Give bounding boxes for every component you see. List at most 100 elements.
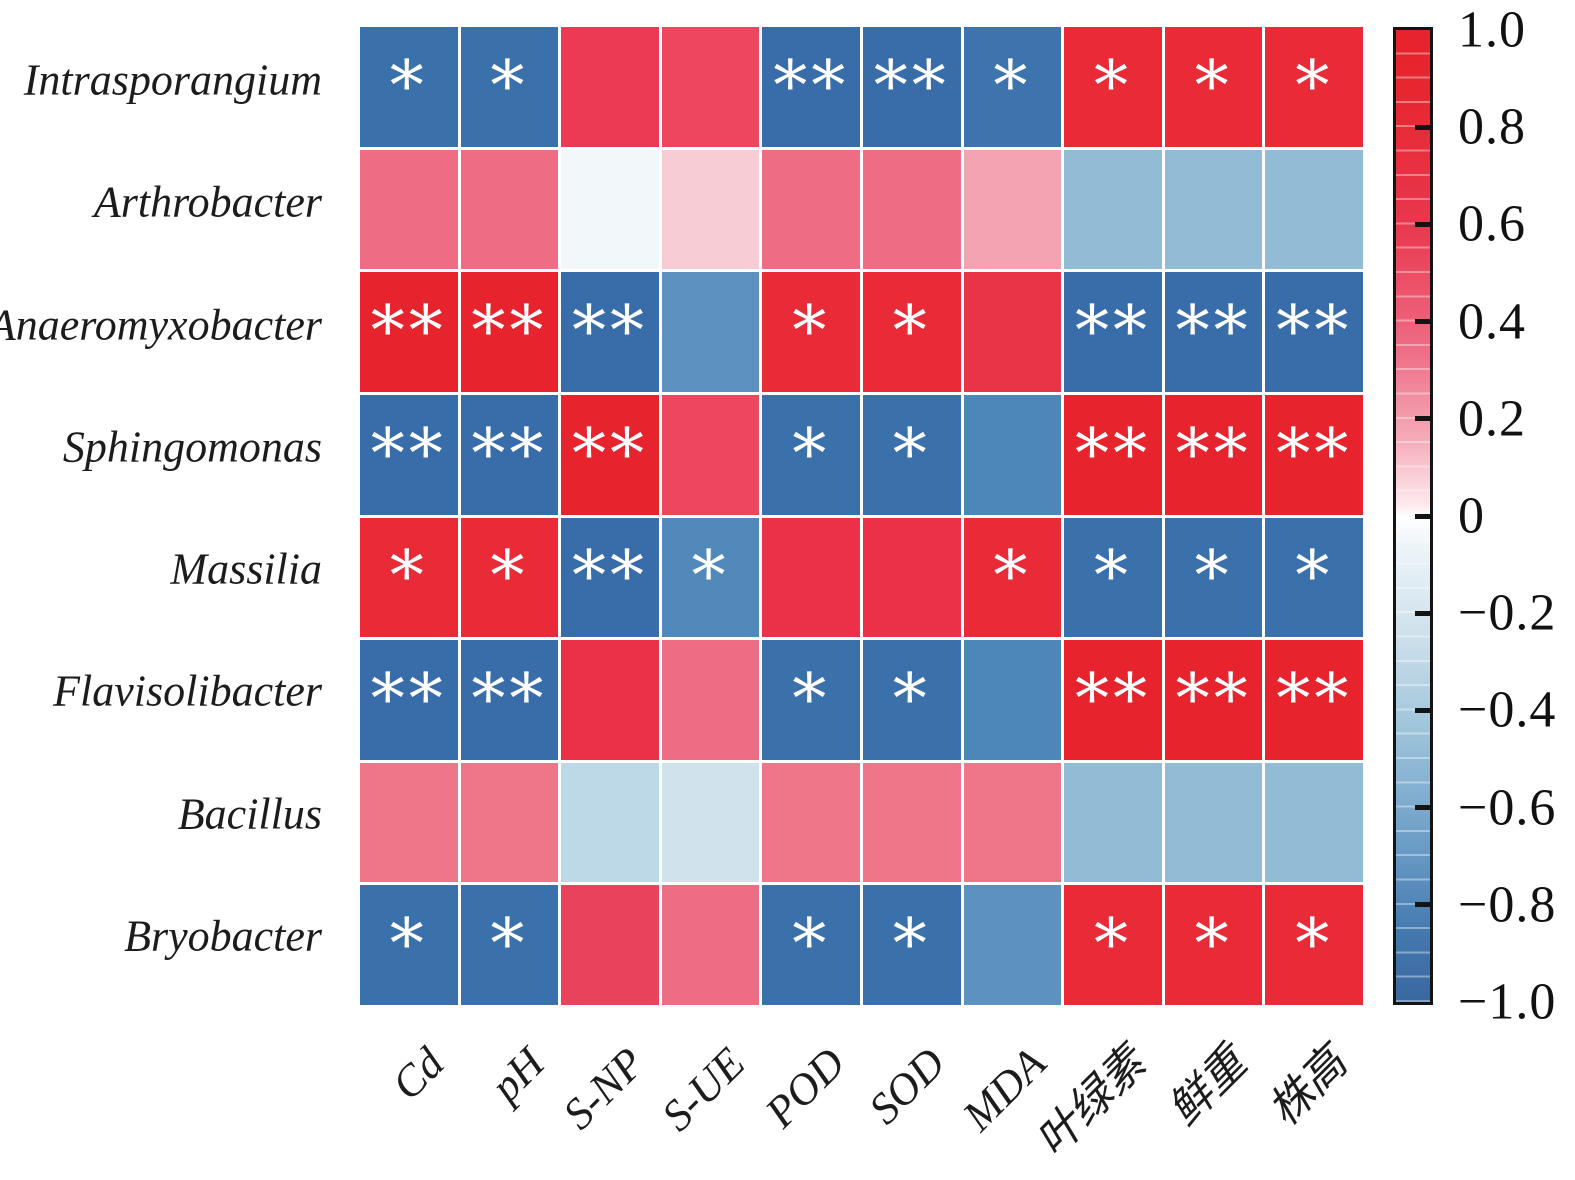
heatmap-cell bbox=[963, 762, 1062, 883]
heatmap-cell bbox=[661, 394, 760, 515]
heatmap-cell: ** bbox=[1265, 640, 1363, 760]
colorbar bbox=[1393, 27, 1433, 1005]
significance-stars: * bbox=[1194, 537, 1233, 617]
significance-stars: ** bbox=[773, 46, 850, 126]
colorbar-tick bbox=[1415, 610, 1430, 616]
column-label: 株高 bbox=[1258, 1038, 1356, 1136]
colorbar-tick-label: −1.0 bbox=[1458, 973, 1557, 1031]
row-label: Sphingomonas bbox=[62, 422, 322, 472]
significance-stars: ** bbox=[471, 414, 548, 494]
colorbar-tick bbox=[1415, 416, 1430, 422]
colorbar-tick-label: 0 bbox=[1458, 487, 1485, 545]
colorbar-tick-label: 0.4 bbox=[1458, 293, 1526, 351]
heatmap-cell bbox=[661, 762, 760, 883]
heatmap-cell bbox=[762, 762, 860, 883]
heatmap-cell bbox=[661, 149, 760, 270]
heatmap-cell: * bbox=[1265, 27, 1363, 147]
significance-stars: * bbox=[490, 537, 529, 617]
significance-stars: * bbox=[1093, 537, 1132, 617]
heatmap-cell: * bbox=[1265, 885, 1363, 1005]
significance-stars: * bbox=[892, 905, 931, 985]
heatmap-cell: * bbox=[661, 517, 760, 638]
heatmap-cell: ** bbox=[561, 272, 659, 392]
heatmap-cell bbox=[1265, 762, 1363, 883]
heatmap-cell bbox=[561, 149, 659, 270]
significance-stars: ** bbox=[1175, 292, 1252, 372]
row-label: Intrasporangium bbox=[23, 55, 322, 105]
heatmap-cell: ** bbox=[1064, 394, 1162, 515]
significance-stars: * bbox=[792, 905, 831, 985]
heatmap-cell: ** bbox=[1265, 394, 1363, 515]
column-label: Cd bbox=[382, 1038, 454, 1110]
colorbar-tick-label: 1.0 bbox=[1458, 1, 1526, 59]
heatmap-cell bbox=[360, 762, 458, 883]
heatmap-cell: * bbox=[360, 517, 458, 638]
heatmap-cell: * bbox=[460, 27, 559, 147]
heatmap-cell: ** bbox=[862, 27, 961, 147]
significance-stars: * bbox=[1194, 905, 1233, 985]
significance-stars: ** bbox=[1074, 414, 1151, 494]
significance-stars: * bbox=[490, 46, 529, 126]
colorbar-tick-label: −0.8 bbox=[1458, 876, 1557, 934]
heatmap-cell bbox=[661, 272, 760, 392]
heatmap-cell bbox=[963, 394, 1062, 515]
significance-stars: ** bbox=[1276, 292, 1353, 372]
heatmap-cell: * bbox=[1064, 27, 1162, 147]
significance-stars: ** bbox=[370, 414, 447, 494]
heatmap-cell bbox=[862, 762, 961, 883]
significance-stars: * bbox=[1295, 537, 1334, 617]
significance-stars: ** bbox=[1175, 659, 1252, 739]
colorbar-tick bbox=[1415, 513, 1430, 519]
significance-stars: * bbox=[1093, 905, 1132, 985]
significance-stars: * bbox=[1295, 46, 1334, 126]
significance-stars: * bbox=[892, 659, 931, 739]
significance-stars: ** bbox=[571, 292, 648, 372]
significance-stars: ** bbox=[471, 659, 548, 739]
heatmap-cell: ** bbox=[360, 394, 458, 515]
colorbar-tick-label: 0.8 bbox=[1458, 98, 1526, 156]
colorbar-tick bbox=[1415, 124, 1430, 130]
heatmap-cell: * bbox=[1164, 885, 1263, 1005]
significance-stars: ** bbox=[571, 537, 648, 617]
heatmap-cell bbox=[963, 272, 1062, 392]
heatmap-cell: ** bbox=[460, 640, 559, 760]
heatmap-cell: * bbox=[762, 885, 860, 1005]
colorbar-tick bbox=[1415, 221, 1430, 227]
heatmap-cell: ** bbox=[1265, 272, 1363, 392]
column-label: S-NP bbox=[553, 1038, 654, 1139]
significance-stars: * bbox=[389, 537, 428, 617]
heatmap-cell bbox=[561, 885, 659, 1005]
heatmap-cell: ** bbox=[561, 517, 659, 638]
heatmap-cell bbox=[762, 149, 860, 270]
heatmap-cell: * bbox=[862, 885, 961, 1005]
row-label: Massilia bbox=[170, 544, 322, 594]
heatmap-cell: * bbox=[963, 517, 1062, 638]
heatmap-cell: * bbox=[1064, 885, 1162, 1005]
colorbar-tick-label: −0.6 bbox=[1458, 779, 1557, 837]
heatmap-cell bbox=[561, 27, 659, 147]
heatmap-cell: * bbox=[1064, 517, 1162, 638]
heatmap-cell: ** bbox=[360, 272, 458, 392]
colorbar-tick-label: 0.6 bbox=[1458, 195, 1526, 253]
heatmap-cell: * bbox=[360, 27, 458, 147]
colorbar-tick bbox=[1415, 319, 1430, 325]
heatmap-cell: ** bbox=[1164, 640, 1263, 760]
significance-stars: ** bbox=[471, 292, 548, 372]
heatmap-cell bbox=[561, 640, 659, 760]
significance-stars: ** bbox=[1276, 659, 1353, 739]
heatmap-cell: ** bbox=[360, 640, 458, 760]
heatmap-cell: ** bbox=[460, 272, 559, 392]
significance-stars: * bbox=[389, 46, 428, 126]
row-label: Flavisolibacter bbox=[53, 666, 322, 716]
heatmap-cell bbox=[561, 762, 659, 883]
heatmap-cell bbox=[460, 762, 559, 883]
column-label: 叶绿素 bbox=[1027, 1038, 1156, 1167]
significance-stars: * bbox=[1194, 46, 1233, 126]
heatmap-cell bbox=[1064, 762, 1162, 883]
heatmap-cell bbox=[762, 517, 860, 638]
significance-stars: * bbox=[691, 537, 730, 617]
heatmap-cell: * bbox=[963, 27, 1062, 147]
heatmap-cell bbox=[1164, 762, 1263, 883]
heatmap-cell: ** bbox=[762, 27, 860, 147]
